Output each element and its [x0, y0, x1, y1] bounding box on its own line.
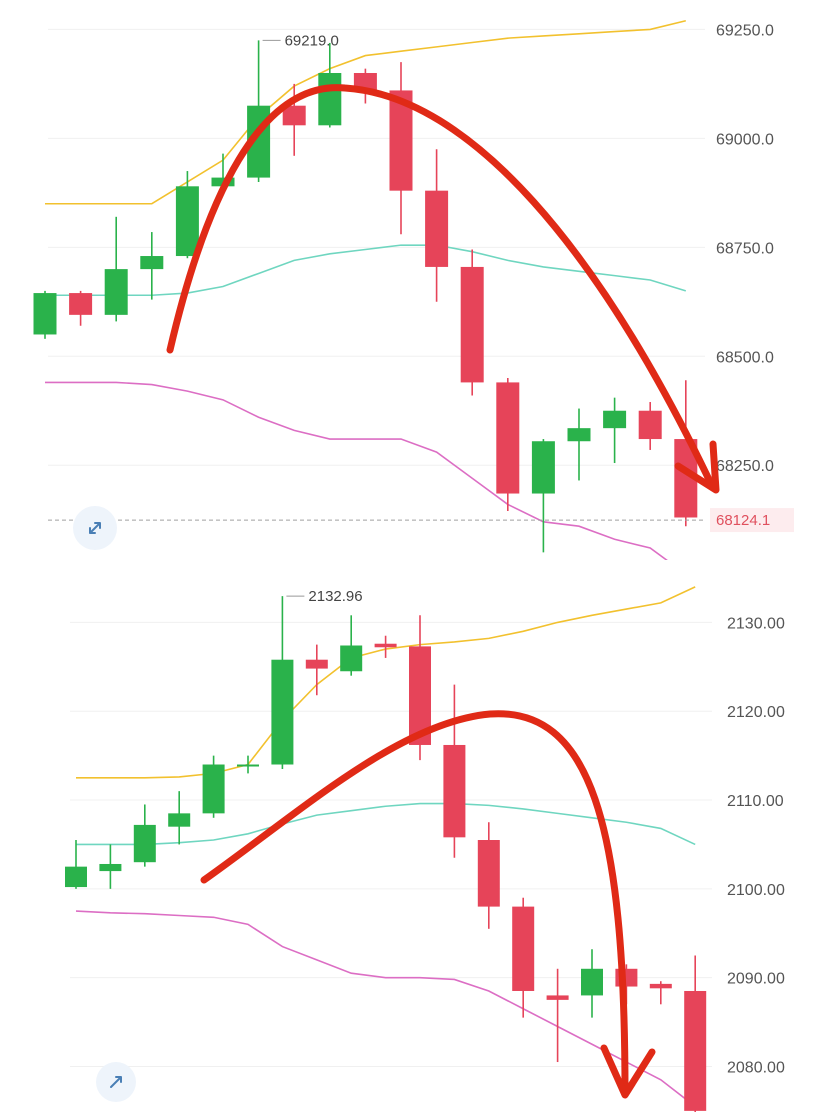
expand-arrows-icon: [110, 1076, 122, 1088]
trend-arrow-head: [600, 1044, 656, 1099]
expand-arrows-icon: [89, 522, 101, 534]
candle-down: [409, 646, 431, 745]
candle-down: [425, 190, 449, 267]
y-tick-label: 2080.00: [727, 1059, 785, 1076]
upper-band-line: [45, 19, 686, 205]
candle-down: [684, 990, 707, 1111]
candle-up: [531, 441, 555, 494]
candle-down: [512, 906, 535, 991]
candle-up: [318, 73, 342, 126]
y-tick-label: 2090.00: [727, 971, 785, 988]
candle-up: [99, 863, 122, 872]
candle-up: [603, 410, 627, 429]
candlestick-chart-top: 69250.0 69000.0 68750.0 68500.0 68250.0 69219…: [33, 19, 794, 560]
peak-label: 69219.0: [285, 32, 339, 49]
chart-panel-top: 69250.0 69000.0 68750.0 68500.0 68250.0 69219…: [33, 19, 794, 560]
trend-arrow-curve: [200, 710, 629, 1096]
candle-up: [140, 256, 164, 270]
peak-label: 2132.96: [308, 588, 362, 605]
candle-down: [674, 439, 698, 518]
y-tick-label: 69250.0: [716, 22, 774, 39]
candle-down: [374, 643, 397, 648]
candle-up: [340, 645, 363, 672]
expand-button-bottom[interactable]: [96, 1062, 136, 1102]
candle-up: [202, 764, 225, 814]
y-tick-label: 68500.0: [716, 349, 774, 366]
trend-arrow-curve: [166, 84, 717, 492]
candle-down: [638, 410, 662, 440]
candle-up: [133, 824, 156, 863]
y-tick-label: 2130.00: [727, 615, 785, 632]
candle-up: [168, 813, 191, 827]
candle-down: [460, 266, 484, 383]
y-tick-label: 2120.00: [727, 704, 785, 721]
candle-up: [104, 269, 128, 315]
candle-down: [443, 744, 466, 838]
candle-down: [69, 293, 93, 315]
candle-up: [237, 764, 259, 767]
candle-down: [546, 995, 569, 1000]
last-price-tag: 68124.1: [716, 512, 770, 529]
trend-arrow-head: [674, 440, 720, 494]
candle-down: [477, 840, 500, 907]
candle-down: [496, 382, 520, 494]
last-price-tag-bg: [710, 508, 794, 533]
chart-panel-bottom: 2130.00 2120.00 2110.00 2100.00 2090.00 2080.…: [0, 562, 834, 1112]
expand-button[interactable]: [73, 506, 117, 550]
candlestick-chart-bottom: 2130.00 2120.00 2110.00 2100.00 2090.00 2080.…: [65, 586, 785, 1112]
lower-band-line: [45, 381, 668, 560]
lower-band-line: [75, 910, 696, 1108]
y-tick-label: 2110.00: [727, 793, 784, 810]
y-tick-label: 69000.0: [716, 131, 774, 148]
candle-up: [567, 428, 591, 442]
y-tick-label: 68750.0: [716, 240, 774, 257]
y-tick-label: 68250.0: [716, 458, 774, 475]
candle-up: [271, 659, 294, 765]
candle-down: [389, 90, 413, 191]
candle-down: [282, 105, 306, 126]
y-tick-label: 2100.00: [727, 882, 785, 899]
candle-down: [649, 983, 672, 989]
candle-down: [305, 659, 328, 669]
candle-up: [175, 186, 199, 257]
candle-up: [65, 866, 87, 888]
candle-up: [33, 293, 57, 335]
candle-up: [581, 968, 603, 996]
